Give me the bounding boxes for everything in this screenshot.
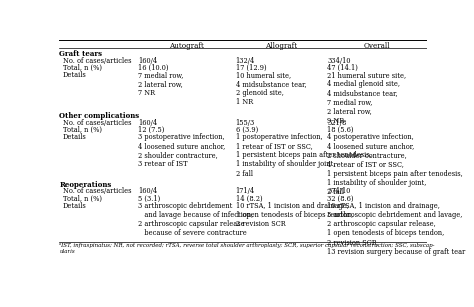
Text: 160/4: 160/4 — [138, 187, 157, 195]
Text: 10 humeral site,
4 midsubstance tear,
2 glenoid site,
1 NR: 10 humeral site, 4 midsubstance tear, 2 … — [236, 71, 306, 107]
Text: 10 rTSA, 1 incision and drainage,
3 arthroscopic debridement and lavage,
2 arthr: 10 rTSA, 1 incision and drainage, 3 arth… — [328, 201, 465, 255]
Text: 6 (3.9): 6 (3.9) — [236, 126, 258, 134]
Text: 155/3: 155/3 — [236, 119, 255, 126]
Text: Total, n (%): Total, n (%) — [63, 126, 102, 134]
Text: Other complications: Other complications — [59, 112, 139, 120]
Text: 21 humeral suture site,
4 medial glenoid site,
4 midsubstance tear,
7 medial row: 21 humeral suture site, 4 medial glenoid… — [328, 71, 407, 125]
Text: 7 medial row,
2 lateral row,
7 NR: 7 medial row, 2 lateral row, 7 NR — [138, 71, 183, 97]
Text: 32 (8.6): 32 (8.6) — [328, 194, 354, 202]
Text: 10 rTSA, 1 incision and drainage,
1 open tenodesis of biceps tendon,
2 revision : 10 rTSA, 1 incision and drainage, 1 open… — [236, 201, 353, 228]
Text: Details: Details — [63, 133, 87, 141]
Text: 17 (12.9): 17 (12.9) — [236, 64, 266, 72]
Text: 171/4: 171/4 — [236, 187, 255, 195]
Text: Total, n (%): Total, n (%) — [63, 64, 102, 72]
Text: 3 arthroscopic debridement
   and lavage because of infection,
2 arthroscopic ca: 3 arthroscopic debridement and lavage be… — [138, 201, 254, 237]
Text: 132/4: 132/4 — [236, 56, 255, 64]
Text: ularis: ularis — [59, 249, 75, 254]
Text: Graft tears: Graft tears — [59, 50, 102, 58]
Text: Reoperations: Reoperations — [59, 181, 111, 188]
Text: 47 (14.1): 47 (14.1) — [328, 64, 358, 72]
Text: Details: Details — [63, 71, 87, 79]
Text: 374/10: 374/10 — [328, 187, 351, 195]
Text: 12 (7.5): 12 (7.5) — [138, 126, 164, 134]
Text: 321/8: 321/8 — [328, 119, 346, 126]
Text: 5 (3.1): 5 (3.1) — [138, 194, 161, 202]
Text: Overall: Overall — [364, 41, 390, 49]
Text: ᵃIST, infraspinatus; NR, not recorded; rTSA, reverse total shoulder arthroplasty: ᵃIST, infraspinatus; NR, not recorded; r… — [59, 243, 435, 248]
Text: 18 (5.6): 18 (5.6) — [328, 126, 354, 134]
Text: Autograft: Autograft — [170, 41, 204, 49]
Text: 3 postoperative infection,
4 loosened suture anchor,
2 shoulder contracture,
3 r: 3 postoperative infection, 4 loosened su… — [138, 133, 226, 169]
Text: 16 (10.0): 16 (10.0) — [138, 64, 169, 72]
Text: No. of cases/articles: No. of cases/articles — [63, 119, 131, 126]
Text: 160/4: 160/4 — [138, 119, 157, 126]
Text: 1 postoperative infection,
1 retear of IST or SSC,
1 persistent biceps pain afte: 1 postoperative infection, 1 retear of I… — [236, 133, 371, 178]
Text: 14 (8.2): 14 (8.2) — [236, 194, 262, 202]
Text: 4 postoperative infection,
4 loosened suture anchor,
2 shoulder contracture,
4 r: 4 postoperative infection, 4 loosened su… — [328, 133, 463, 196]
Text: Details: Details — [63, 201, 87, 210]
Text: No. of cases/articles: No. of cases/articles — [63, 187, 131, 195]
Text: Allograft: Allograft — [265, 41, 298, 49]
Text: Total, n (%): Total, n (%) — [63, 194, 102, 202]
Text: No. of cases/articles: No. of cases/articles — [63, 56, 131, 64]
Text: 334/10: 334/10 — [328, 56, 351, 64]
Text: 160/4: 160/4 — [138, 56, 157, 64]
